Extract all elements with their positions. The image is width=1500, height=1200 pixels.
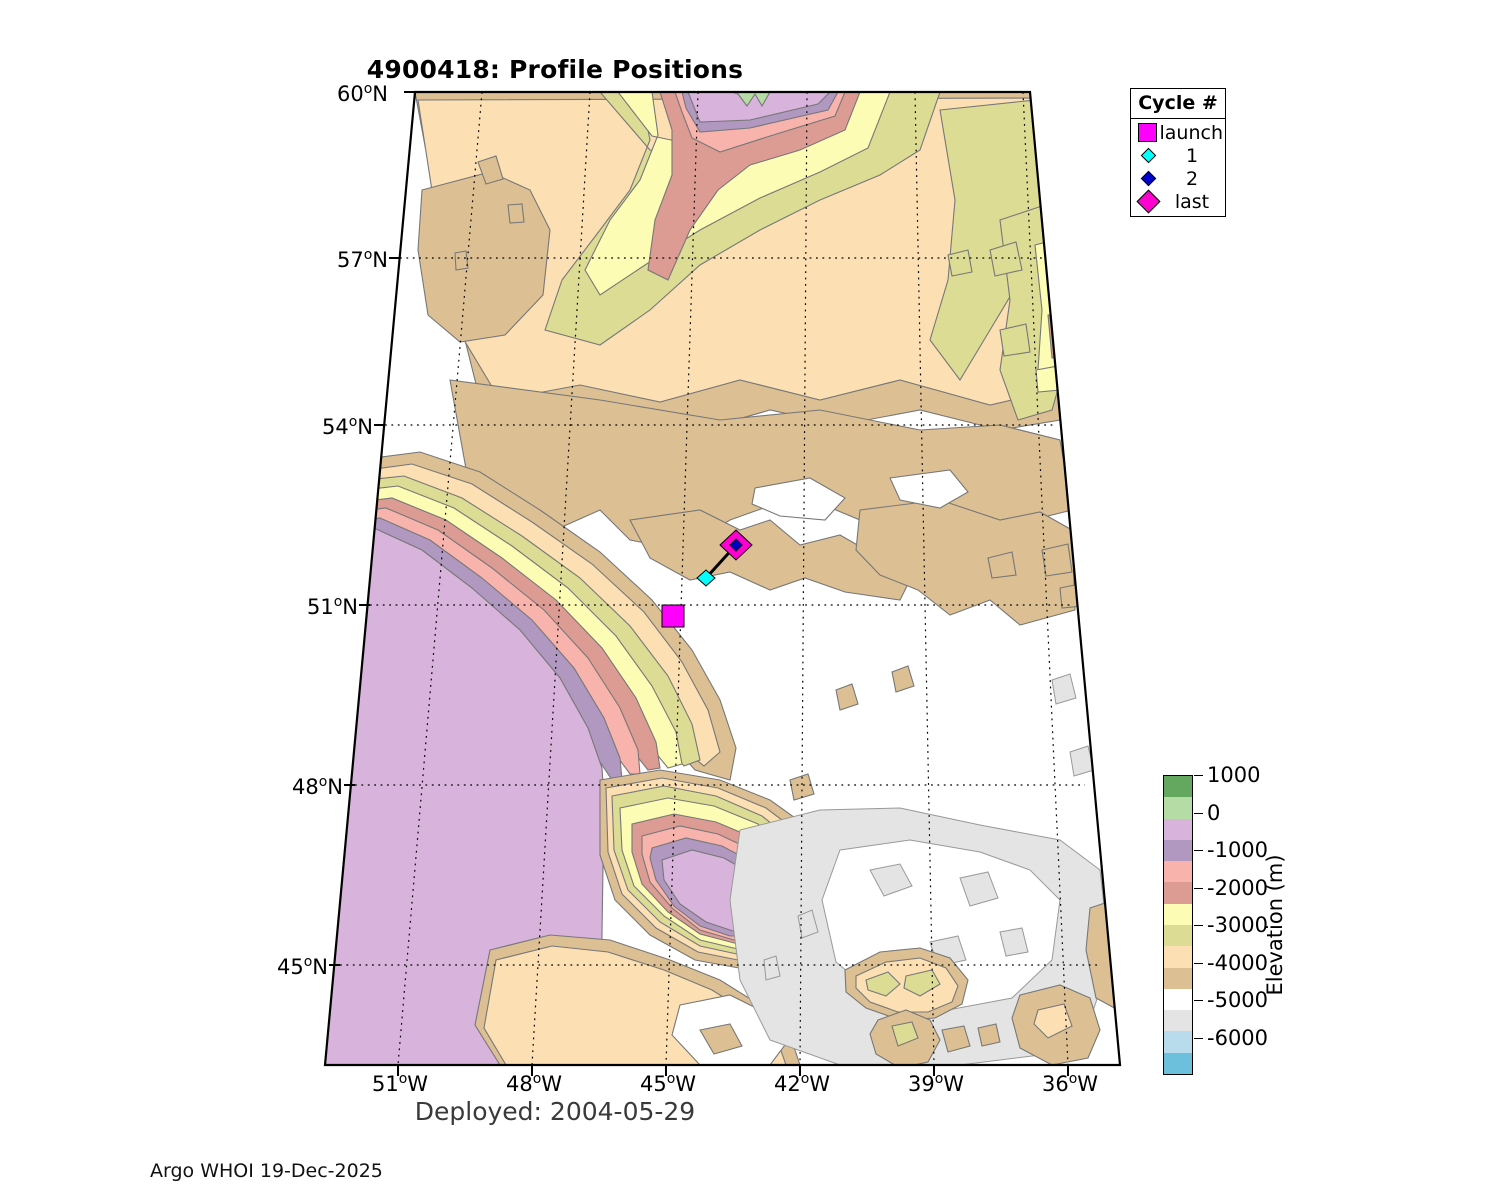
colorbar-tick-1 bbox=[1194, 812, 1203, 814]
colorbar-tick-label-1: 0 bbox=[1207, 800, 1221, 825]
legend-item-launch[interactable]: launch bbox=[1131, 121, 1225, 144]
y-tick-label-60: 60oN bbox=[336, 81, 388, 106]
colorbar-band-3 bbox=[1164, 839, 1192, 862]
colorbar-tick-0 bbox=[1194, 775, 1203, 776]
colorbar-axis-title: Elevation (m) bbox=[1263, 854, 1287, 996]
colorbar-tick-label-2: -1000 bbox=[1207, 838, 1269, 862]
x-tick-label-42: 42oW bbox=[773, 1071, 831, 1096]
marker-launch bbox=[661, 604, 685, 628]
page-title: 4900418: Profile Positions bbox=[366, 55, 744, 84]
colorbar-band-6 bbox=[1164, 903, 1192, 925]
axis-ticks bbox=[329, 91, 1069, 1076]
x-tick-label-39: 39oW bbox=[907, 1071, 965, 1096]
legend-item-cycle-1[interactable]: 1 bbox=[1131, 144, 1225, 167]
legend-item-last[interactable]: last bbox=[1131, 189, 1225, 214]
y-tick-label-45: 45oN bbox=[276, 954, 328, 979]
cycle-2-diamond-icon bbox=[1135, 170, 1161, 187]
footer-credit: Argo WHOI 19-Dec-2025 bbox=[150, 1160, 383, 1182]
launch-square-icon bbox=[1135, 123, 1160, 142]
marker-cycle-1 bbox=[696, 569, 716, 587]
colorbar-band-13 bbox=[1164, 1052, 1192, 1074]
legend-item-cycle-2[interactable]: 2 bbox=[1131, 167, 1225, 190]
last-diamond-icon bbox=[1135, 189, 1161, 214]
y-tick-label-54: 54oN bbox=[321, 414, 373, 439]
x-tick-label-45: 45oW bbox=[639, 1071, 697, 1096]
colorbar-tick-3 bbox=[1194, 887, 1203, 889]
colorbar-band-2 bbox=[1164, 818, 1192, 840]
map-plot-area[interactable] bbox=[300, 80, 1160, 1090]
colorbar-tick-label-4: -3000 bbox=[1207, 913, 1269, 937]
colorbar-tick-7 bbox=[1194, 1037, 1203, 1039]
colorbar-tick-label-3: -2000 bbox=[1207, 875, 1269, 900]
colorbar-tick-label-0: 1000 bbox=[1207, 763, 1261, 787]
x-tick-label-48: 48oW bbox=[505, 1071, 563, 1096]
colorbar-band-11 bbox=[1164, 1010, 1192, 1032]
colorbar-tick-label-6: -5000 bbox=[1207, 988, 1269, 1012]
legend-title: Cycle # bbox=[1131, 89, 1225, 119]
colorbar-band-10 bbox=[1164, 988, 1192, 1011]
colorbar-band-7 bbox=[1164, 924, 1192, 947]
legend-label-last: last bbox=[1174, 190, 1210, 213]
bathymetry-layer bbox=[325, 92, 1120, 1065]
colorbar-tick-2 bbox=[1194, 850, 1203, 851]
float-track-group bbox=[661, 529, 753, 628]
colorbar-band-5 bbox=[1164, 882, 1192, 904]
x-tick-label-36: 36oW bbox=[1041, 1071, 1099, 1096]
colorbar-tick-6 bbox=[1194, 1000, 1203, 1001]
legend-label-cycle-1: 1 bbox=[1185, 144, 1199, 167]
colorbar-gradient bbox=[1163, 775, 1193, 1075]
colorbar-tick-4 bbox=[1194, 925, 1203, 926]
colorbar-band-8 bbox=[1164, 946, 1192, 968]
x-tick-label-51: 51oW bbox=[371, 1071, 429, 1096]
deployed-caption: Deployed: 2004-05-29 bbox=[414, 1097, 696, 1126]
colorbar-band-12 bbox=[1164, 1031, 1192, 1053]
elevation-colorbar: 1000 0 -1000 -2000 -3000 -4000 -5000 -6000 Elev… bbox=[1163, 763, 1287, 1075]
colorbar-band-0 bbox=[1164, 776, 1192, 798]
marker-cycle-2 bbox=[729, 538, 743, 552]
map-frame bbox=[323, 90, 1122, 1067]
colorbar-band-9 bbox=[1164, 967, 1192, 989]
colorbar-tick-label-5: -4000 bbox=[1207, 950, 1269, 975]
colorbar-band-1 bbox=[1164, 797, 1192, 819]
cycle-legend: Cycle # launch 1 2 last bbox=[1130, 88, 1226, 217]
legend-label-cycle-2: 2 bbox=[1185, 167, 1199, 190]
colorbar-tick-5 bbox=[1194, 962, 1203, 964]
y-tick-label-48: 48oN bbox=[291, 774, 343, 799]
y-tick-label-51: 51oN bbox=[306, 594, 358, 619]
y-tick-label-57: 57oN bbox=[336, 247, 388, 272]
legend-label-launch: launch bbox=[1159, 121, 1224, 144]
graticule bbox=[340, 92, 1100, 1065]
colorbar-band-4 bbox=[1164, 861, 1192, 883]
cycle-1-diamond-icon bbox=[1135, 147, 1161, 164]
colorbar-tick-label-7: -6000 bbox=[1207, 1025, 1269, 1050]
